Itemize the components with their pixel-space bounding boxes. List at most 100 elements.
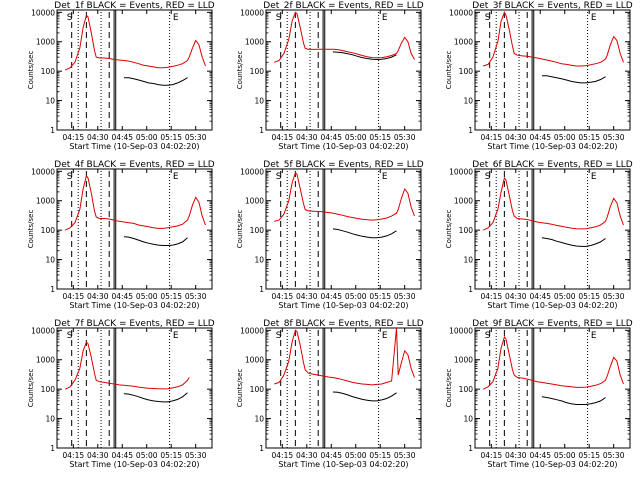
panel-det-4f: Det_4f BLACK = Events, RED = LLD Counts/s… (27, 160, 215, 310)
end-marker-label: E (382, 13, 388, 23)
x-tick-label: 04:15 (481, 133, 503, 142)
series-line-lld (274, 327, 415, 386)
panel-title: Det_9f BLACK = Events, RED = LLD (472, 319, 632, 329)
end-marker-label: E (591, 172, 597, 182)
y-axis-label: Counts/sec (445, 369, 453, 408)
y-tick-label: 1000 (454, 356, 473, 365)
y-axis-label: Counts/sec (445, 51, 453, 90)
y-tick-label: 1 (259, 285, 264, 294)
x-tick-label: 05:15 (160, 133, 182, 142)
x-tick-label: 04:45 (529, 451, 551, 460)
x-tick-label: 04:30 (505, 451, 527, 460)
end-marker-label: E (173, 331, 179, 341)
y-tick-label: 1 (259, 126, 264, 135)
start-marker-label: S (67, 172, 73, 182)
x-axis-label: Start Time (10-Sep-03 04:02:20) (69, 460, 199, 469)
y-axis-label: Counts/sec (236, 210, 244, 249)
series-line-events (332, 391, 397, 402)
x-tick-label: 04:45 (320, 133, 342, 142)
x-tick-label: 05:15 (578, 451, 600, 460)
y-tick-label: 1000 (454, 38, 473, 47)
x-tick-label: 04:30 (296, 133, 318, 142)
panel-title: Det_7f BLACK = Events, RED = LLD (54, 319, 214, 329)
y-tick-label: 10 (254, 415, 264, 424)
x-tick-label: 05:30 (603, 292, 625, 301)
series-line-lld (482, 176, 624, 231)
start-marker-label: S (67, 331, 73, 341)
x-tick-label: 05:00 (136, 133, 158, 142)
y-tick-label: 10000 (449, 326, 473, 335)
series-line-lld (274, 11, 415, 63)
x-tick-label: 04:45 (111, 133, 133, 142)
y-axis-label: Counts/sec (236, 369, 244, 408)
plot-frame (56, 327, 213, 449)
y-tick-label: 100 (41, 226, 56, 235)
x-axis-label: Start Time (10-Sep-03 04:02:20) (278, 301, 408, 310)
plot-frame (265, 9, 422, 131)
x-tick-label: 05:00 (345, 292, 367, 301)
y-tick-label: 10 (45, 256, 55, 265)
start-marker-label: S (276, 172, 282, 182)
series-line-lld (483, 11, 624, 67)
x-tick-label: 04:30 (87, 133, 109, 142)
x-tick-label: 04:15 (63, 451, 85, 460)
x-tick-label: 04:30 (296, 292, 318, 301)
y-tick-label: 100 (41, 67, 56, 76)
x-tick-label: 05:30 (185, 292, 207, 301)
end-marker-label: E (173, 172, 179, 182)
y-tick-label: 1000 (36, 356, 55, 365)
y-tick-label: 100 (41, 385, 56, 394)
x-axis-label: Start Time (10-Sep-03 04:02:20) (487, 142, 617, 151)
y-tick-label: 1000 (245, 38, 264, 47)
y-tick-label: 10000 (31, 326, 55, 335)
series-line-events (123, 77, 188, 86)
start-marker-label: S (276, 13, 282, 23)
start-marker-label: S (485, 331, 491, 341)
plot-frame (474, 9, 631, 131)
x-axis-label: Start Time (10-Sep-03 04:02:20) (278, 142, 408, 151)
x-tick-label: 05:30 (185, 133, 207, 142)
y-tick-label: 10000 (449, 167, 473, 176)
series-line-events (123, 392, 188, 403)
y-tick-label: 10 (463, 97, 473, 106)
x-tick-label: 05:15 (369, 451, 391, 460)
x-tick-label: 04:15 (63, 133, 85, 142)
series-line-events (332, 51, 397, 61)
y-tick-label: 1000 (454, 197, 473, 206)
x-tick-label: 04:15 (481, 451, 503, 460)
end-marker-label: E (382, 331, 388, 341)
x-tick-label: 05:15 (369, 292, 391, 301)
y-tick-label: 10 (463, 415, 473, 424)
x-tick-label: 04:45 (320, 292, 342, 301)
y-axis-label: Counts/sec (236, 51, 244, 90)
y-tick-label: 100 (250, 67, 265, 76)
plot-frame (265, 327, 422, 449)
x-axis-label: Start Time (10-Sep-03 04:02:20) (487, 301, 617, 310)
panel-det-3f: Det_3f BLACK = Events, RED = LLD Counts/s… (445, 1, 633, 151)
panel-det-9f: Det_9f BLACK = Events, RED = LLD Counts/s… (445, 319, 633, 469)
x-tick-label: 05:30 (394, 133, 416, 142)
x-tick-label: 05:00 (136, 292, 158, 301)
x-axis-label: Start Time (10-Sep-03 04:02:20) (69, 142, 199, 151)
y-tick-label: 1 (468, 285, 473, 294)
x-tick-label: 04:15 (481, 292, 503, 301)
series-line-events (541, 396, 606, 405)
y-tick-label: 1000 (245, 356, 264, 365)
plot-frame (474, 327, 631, 449)
y-tick-label: 100 (250, 226, 265, 235)
start-marker-label: S (276, 331, 282, 341)
y-tick-label: 100 (250, 385, 265, 394)
x-axis-label: Start Time (10-Sep-03 04:02:20) (487, 460, 617, 469)
series-line-lld (64, 341, 190, 390)
start-marker-label: S (67, 13, 73, 23)
y-tick-label: 10000 (449, 8, 473, 17)
x-axis-label: Start Time (10-Sep-03 04:02:20) (69, 301, 199, 310)
x-tick-label: 05:30 (185, 451, 207, 460)
y-tick-label: 1000 (36, 38, 55, 47)
series-line-events (123, 236, 188, 246)
y-tick-label: 10000 (240, 326, 264, 335)
series-line-lld (65, 14, 206, 71)
y-tick-label: 1 (259, 444, 264, 453)
panel-title: Det_5f BLACK = Events, RED = LLD (263, 160, 423, 170)
